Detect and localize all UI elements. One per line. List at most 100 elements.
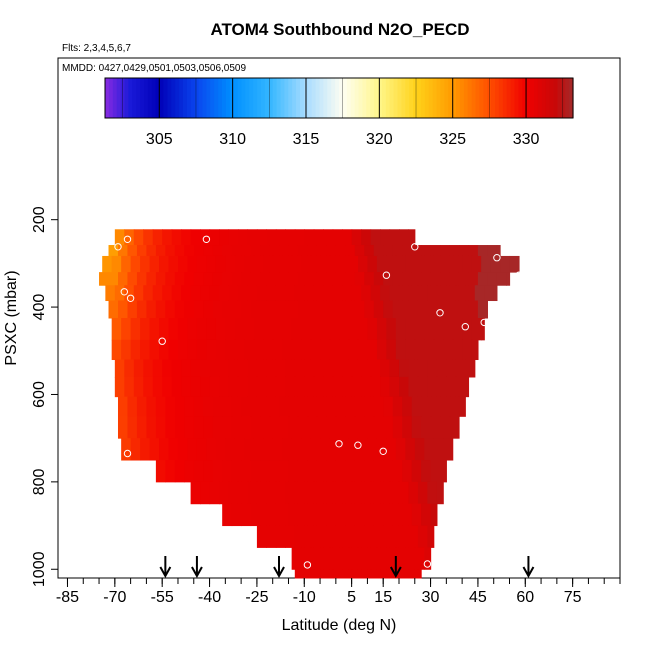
heatmap-cell — [219, 481, 230, 505]
heatmap-cell — [177, 255, 189, 273]
colorbar-segment — [428, 78, 434, 118]
heatmap-cell — [184, 460, 195, 483]
colorbar-segment — [549, 78, 555, 118]
heatmap-cell — [288, 396, 299, 417]
heatmap-cell — [380, 285, 391, 302]
colorbar-segment — [116, 78, 122, 118]
heatmap-cell — [149, 339, 160, 361]
heatmap-cell — [376, 318, 387, 341]
heatmap-cell — [209, 481, 220, 505]
heatmap-cell — [297, 272, 309, 286]
heatmap-cell — [471, 339, 479, 361]
colorbar-tick-label: 325 — [439, 131, 466, 148]
sample-point — [158, 337, 166, 345]
dates-label: MMDD: 0427,0429,0501,0503,0506,0509 — [62, 63, 246, 74]
heatmap-cell — [285, 481, 296, 505]
colorbar-segment — [378, 78, 383, 118]
heatmap-cell — [237, 285, 249, 302]
heatmap-cell — [395, 255, 406, 273]
heatmap-cell — [203, 300, 214, 319]
heatmap-cell — [398, 481, 410, 505]
heatmap-cell — [427, 525, 435, 548]
colorbar-segment — [206, 78, 211, 118]
sample-points — [70, 235, 523, 569]
heatmap-cell — [231, 272, 242, 286]
heatmap-cell — [177, 438, 189, 461]
heatmap-cell — [383, 272, 394, 286]
heatmap-cell — [411, 503, 422, 527]
heatmap-cell — [354, 245, 365, 257]
heatmap-cell — [392, 300, 403, 319]
heatmap-cell — [449, 396, 460, 417]
heatmap-cell — [260, 245, 271, 257]
heatmap-cell — [212, 272, 223, 286]
colorbar-segment — [222, 78, 227, 118]
heatmap-cell — [244, 339, 255, 361]
heatmap-cell — [493, 285, 498, 302]
heatmap-cell — [234, 339, 245, 361]
colorbar-segment — [370, 78, 375, 118]
colorbar-tick-label: 330 — [513, 131, 540, 148]
heatmap-cell — [190, 359, 201, 378]
heatmap-cell — [250, 272, 261, 286]
heatmap-cell — [184, 300, 195, 319]
heatmap-cell — [228, 359, 239, 378]
heatmap-cell — [291, 255, 302, 273]
heatmap-cell — [389, 359, 400, 378]
heatmap-cell — [335, 396, 346, 417]
colorbar-segment — [397, 78, 402, 118]
heatmap-cell — [326, 503, 337, 527]
heatmap-cell — [402, 416, 413, 439]
colorbar-segment — [335, 78, 340, 118]
heatmap-cell — [136, 416, 147, 439]
heatmap-cell — [411, 272, 422, 286]
heatmap-cell — [332, 481, 343, 505]
heatmap-cell — [190, 481, 201, 505]
heatmap-cell — [471, 318, 482, 341]
heatmap-cell — [206, 318, 217, 341]
heatmap-cell — [231, 460, 242, 483]
heatmap-cell — [266, 525, 277, 548]
colorbar-segment — [534, 78, 539, 118]
heatmap-cell — [234, 318, 245, 341]
sample-point — [436, 309, 444, 317]
colorbar-segment — [264, 78, 270, 118]
heatmap-cell — [136, 396, 147, 417]
heatmap-cell — [127, 300, 138, 319]
colorbar-segment — [463, 78, 469, 118]
colorbar-tick-label: 320 — [366, 131, 393, 148]
heatmap-cell — [111, 318, 122, 341]
heatmap-cell — [250, 245, 261, 257]
heatmap-cell — [376, 438, 387, 461]
heatmap-cell — [329, 318, 340, 341]
heatmap-cell — [263, 318, 274, 341]
heatmap-cell — [127, 416, 138, 439]
heatmap-cell — [310, 547, 321, 570]
heatmap-cell — [481, 255, 492, 273]
heatmap-cell — [275, 525, 286, 548]
colorbar-segment — [498, 78, 504, 118]
sample-point — [480, 318, 488, 327]
heatmap-cell — [484, 285, 495, 302]
colorbar-segment — [514, 78, 519, 118]
heatmap-cell — [383, 300, 394, 319]
heatmap-cell — [222, 416, 233, 439]
heatmap-cell — [200, 376, 211, 398]
colorbar-segment — [319, 78, 324, 118]
heatmap-cell — [354, 503, 365, 527]
x-axis: -85 -70 -55 -40 -25 -10 5 15 30 45 60 75 — [56, 578, 621, 606]
heatmap-cell — [146, 245, 157, 257]
heatmap-cell — [130, 318, 141, 341]
heatmap-cell — [342, 481, 353, 505]
heatmap-cell — [294, 525, 305, 548]
heatmap-cell — [241, 503, 252, 527]
sample-point — [70, 292, 78, 300]
heatmap-cell — [215, 318, 226, 341]
heatmap-cell — [203, 245, 214, 257]
colorbar-segment — [128, 78, 133, 118]
colorbar-segment — [483, 78, 488, 118]
heatmap-cell — [310, 339, 321, 361]
heatmap-cell — [357, 547, 369, 570]
x-tick-label: 45 — [469, 589, 487, 606]
colorbar-segment — [366, 78, 371, 118]
